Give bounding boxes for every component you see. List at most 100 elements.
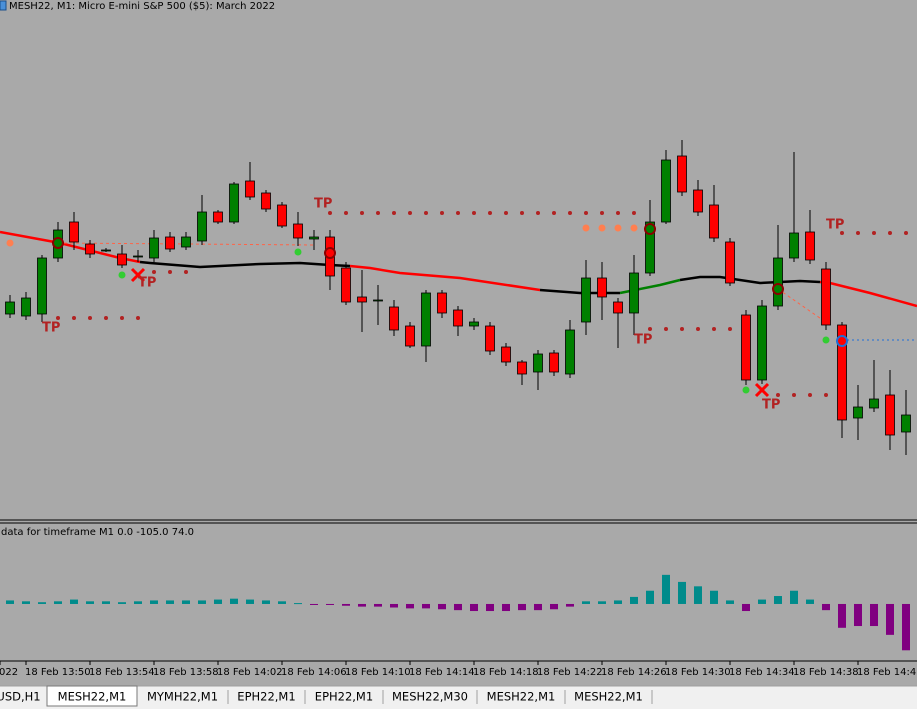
candle-body [501,346,511,363]
signal-dot [808,393,812,397]
histogram-bar [278,601,286,604]
histogram-bar [614,600,622,604]
candle-body [517,361,527,375]
time-label: 18 Feb 14:14 [409,667,475,678]
signal-dot [776,393,780,397]
signal-dot [840,231,844,235]
signal-dot [376,211,380,215]
time-label: 18 Feb 13:54 [89,667,155,678]
candle-body [437,292,447,314]
histogram-bar [598,601,606,604]
signal-dot [696,327,700,331]
histogram-bar [646,590,654,604]
histogram-bar [694,586,702,604]
candle-body [677,155,687,193]
candle-body [21,297,31,317]
histogram-bar [518,603,526,611]
candle-body [661,159,671,223]
window-title: MESH22, M1: Micro E-mini S&P 500 ($5): M… [9,1,275,12]
tab-label[interactable]: MESH22,M1 [487,690,556,704]
candle-body [357,296,367,303]
histogram-bar [742,603,750,612]
histogram-bar [38,602,46,604]
candle-body [901,414,911,433]
histogram-bar [54,601,62,604]
histogram-bar [902,603,910,651]
time-label: 18 Feb 14:10 [345,667,411,678]
histogram-bar [326,603,334,605]
histogram-bar [246,599,254,604]
candle-body [37,257,47,315]
signal-circle [324,247,336,259]
histogram-bar [230,598,238,604]
tab-label[interactable]: MESH22,M30 [392,690,468,704]
candle-body [421,292,431,347]
candle-body [693,189,703,213]
histogram-bar [566,603,574,607]
signal-circle [836,335,848,347]
time-label: 18 Feb 14:22 [537,667,603,678]
histogram-bar [374,603,382,607]
candle-body [741,314,751,381]
candle-body [277,204,287,227]
signal-dot [630,224,638,232]
stop-x [130,267,146,283]
candle-body [165,236,175,250]
histogram-bar [582,601,590,604]
histogram-bar [134,601,142,604]
signal-dot [360,211,364,215]
signal-dot [664,327,668,331]
time-label: 022 [0,667,18,678]
time-label: 18 Feb 14:38 [793,667,859,678]
candle-body [869,398,879,409]
candle-body [293,223,303,239]
tab-label[interactable]: MYMH22,M1 [147,690,218,704]
signal-dot [56,316,60,320]
candle-body [453,309,463,327]
signal-circle [52,237,64,249]
candle-body [229,183,239,223]
signal-dot [872,231,876,235]
signal-dot [712,327,716,331]
candle-body [261,192,271,210]
histogram-bar [822,603,830,611]
signal-dot [582,224,590,232]
signal-dot [456,211,460,215]
signal-dot [632,211,636,215]
time-label: 18 Feb 13:58 [153,667,219,678]
candle-body [549,352,559,373]
window-icon [0,0,7,11]
signal-dot [742,386,750,394]
signal-dot [822,336,830,344]
signal-circle [772,283,784,295]
tab-label[interactable]: EPH22,M1 [315,690,373,704]
tp-label: TP [634,333,652,348]
histogram-bar [390,603,398,608]
ma-segment [349,264,541,292]
candle-body [709,204,719,239]
histogram-bar [342,603,350,606]
histogram-bar [758,599,766,604]
signal-dot [392,211,396,215]
candle-body [101,249,111,252]
tab-label[interactable]: EPH22,M1 [237,690,295,704]
histogram-bar [262,600,270,604]
candle-body [853,406,863,419]
tab-label[interactable]: USD,H1 [0,690,41,704]
histogram-bar [502,603,510,612]
signal-dot [440,211,444,215]
histogram-bar [214,599,222,604]
tab-label[interactable]: MESH22,M1 [574,690,643,704]
tab-label[interactable]: MESH22,M1 [58,690,127,704]
histogram-bar [406,603,414,609]
histogram-bar [358,603,366,607]
histogram-bar [102,601,110,604]
signal-dot [472,211,476,215]
signal-dot [648,327,652,331]
signal-circles [52,223,848,347]
signal-dot [568,211,572,215]
signal-dot [344,211,348,215]
stop-marks [130,267,770,398]
histogram-bar [806,599,814,604]
tp-label: TP [762,398,780,413]
